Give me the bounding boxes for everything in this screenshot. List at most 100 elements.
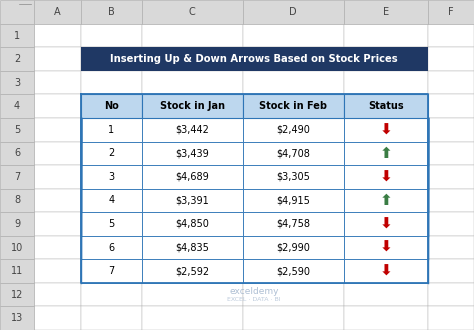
Bar	[428, 47, 474, 71]
Bar	[243, 118, 344, 142]
Text: 2: 2	[108, 148, 114, 158]
Text: A: A	[54, 7, 61, 17]
Bar	[344, 94, 428, 118]
Bar	[344, 212, 428, 236]
Bar	[428, 283, 474, 307]
Bar	[81, 212, 142, 236]
Bar	[0, 142, 34, 165]
Text: ⬇: ⬇	[379, 169, 392, 184]
Text: C: C	[189, 7, 196, 17]
Bar	[428, 307, 474, 330]
Bar	[428, 236, 474, 259]
Bar	[344, 259, 428, 283]
Bar	[243, 189, 344, 212]
Bar	[142, 259, 243, 283]
Text: 7: 7	[108, 266, 114, 276]
Bar	[34, 283, 81, 307]
Text: $3,391: $3,391	[175, 195, 209, 206]
Text: 9: 9	[14, 219, 20, 229]
Text: No: No	[104, 101, 118, 111]
Bar	[142, 283, 243, 307]
Bar	[142, 165, 243, 189]
Text: 1: 1	[108, 125, 114, 135]
Bar	[81, 142, 142, 165]
Text: 12: 12	[11, 290, 23, 300]
Text: $4,758: $4,758	[276, 219, 310, 229]
Text: 7: 7	[14, 172, 20, 182]
Bar	[243, 94, 344, 118]
Bar	[142, 142, 243, 165]
Text: Stock in Jan: Stock in Jan	[160, 101, 225, 111]
Bar	[142, 142, 243, 165]
Bar	[34, 212, 81, 236]
Text: Status: Status	[368, 101, 403, 111]
Text: 8: 8	[14, 195, 20, 206]
Bar	[344, 307, 428, 330]
Bar	[142, 94, 243, 118]
Text: ⬇: ⬇	[379, 264, 392, 279]
Text: $4,835: $4,835	[175, 243, 209, 252]
Bar	[243, 259, 344, 283]
Text: 4: 4	[14, 101, 20, 111]
Bar	[142, 118, 243, 142]
Text: F: F	[448, 7, 454, 17]
Bar	[428, 212, 474, 236]
Bar	[243, 0, 344, 24]
Bar	[344, 24, 428, 47]
Text: 13: 13	[11, 313, 23, 323]
Text: ⬆: ⬆	[379, 146, 392, 161]
Bar	[0, 259, 34, 283]
Bar	[243, 71, 344, 94]
Bar	[0, 0, 34, 24]
Bar	[243, 142, 344, 165]
Bar	[344, 236, 428, 259]
Bar	[81, 142, 142, 165]
Bar	[344, 212, 428, 236]
Bar	[81, 47, 428, 71]
Bar	[0, 283, 34, 307]
Bar	[243, 212, 344, 236]
Bar	[344, 189, 428, 212]
Bar	[0, 24, 34, 47]
Bar	[34, 307, 81, 330]
Bar	[81, 236, 142, 259]
Bar	[428, 0, 474, 24]
Bar	[81, 212, 142, 236]
Text: 5: 5	[14, 125, 20, 135]
Bar	[0, 165, 34, 189]
Bar	[243, 236, 344, 259]
Bar	[81, 118, 142, 142]
Bar	[344, 259, 428, 283]
Text: $4,689: $4,689	[175, 172, 209, 182]
Bar	[142, 165, 243, 189]
Bar	[142, 236, 243, 259]
Bar	[344, 165, 428, 189]
Bar	[428, 165, 474, 189]
Bar	[428, 189, 474, 212]
Bar	[81, 118, 142, 142]
Bar	[0, 71, 34, 94]
Bar	[344, 189, 428, 212]
Bar	[243, 165, 344, 189]
Text: $2,592: $2,592	[175, 266, 210, 276]
Bar	[344, 165, 428, 189]
Bar	[34, 236, 81, 259]
Text: 6: 6	[108, 243, 114, 252]
Bar	[81, 259, 142, 283]
Text: ⬇: ⬇	[379, 216, 392, 231]
Text: $4,915: $4,915	[276, 195, 310, 206]
Bar	[81, 165, 142, 189]
Bar	[0, 236, 34, 259]
Bar	[34, 142, 81, 165]
Text: E: E	[383, 7, 389, 17]
Bar	[34, 47, 81, 71]
Text: ⬇: ⬇	[379, 240, 392, 255]
Bar	[34, 24, 81, 47]
Text: 5: 5	[108, 219, 114, 229]
Bar	[243, 259, 344, 283]
Text: 1: 1	[14, 31, 20, 41]
Bar	[142, 71, 243, 94]
Bar	[344, 142, 428, 165]
Bar	[344, 71, 428, 94]
Bar	[142, 189, 243, 212]
